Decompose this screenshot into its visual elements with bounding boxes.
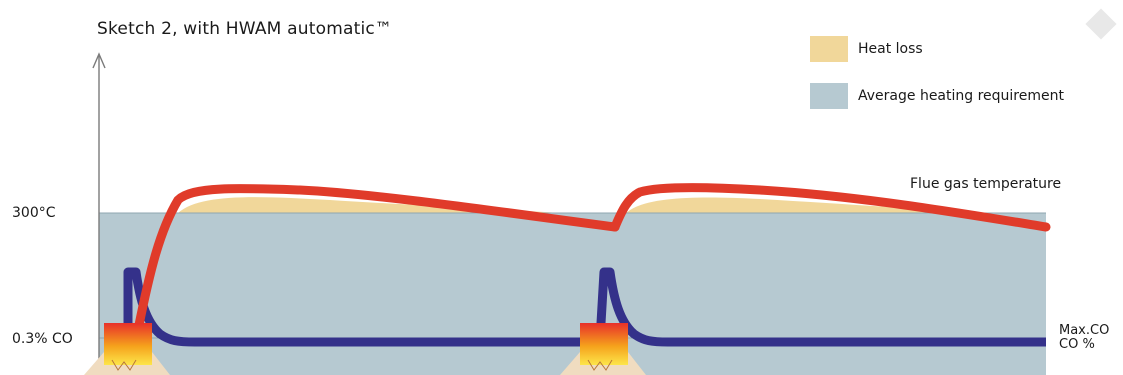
flue-gas-curve: [610, 183, 1051, 232]
legend-item-heating-requirement: Average heating requirement: [810, 83, 1064, 109]
co-curve: [595, 267, 1046, 347]
legend-label: Heat loss: [858, 41, 923, 57]
flue-gas-label: Flue gas temperature: [910, 176, 1062, 192]
fire-icon: [560, 323, 646, 375]
legend-label: Average heating requirement: [858, 88, 1064, 104]
heat-loss-area: [626, 197, 990, 213]
heating-requirement-area: [99, 213, 1046, 375]
legend-swatch: [810, 83, 848, 109]
y-axis-arrow: [92, 52, 106, 69]
co-percent-label: CO %: [1059, 337, 1095, 352]
fire-icon: [84, 323, 170, 375]
co-curve: [123, 267, 580, 347]
co-limit-label: 0.3% CO: [12, 331, 73, 347]
legend-item-heat-loss: Heat loss: [810, 36, 923, 62]
temp-300-label: 300°C: [12, 205, 56, 221]
diagram-title: Sketch 2, with HWAM automatic™: [97, 19, 393, 39]
flue-gas-curve: [133, 184, 620, 335]
max-co-label: Max.CO: [1059, 323, 1110, 338]
legend-swatch: [810, 36, 848, 62]
